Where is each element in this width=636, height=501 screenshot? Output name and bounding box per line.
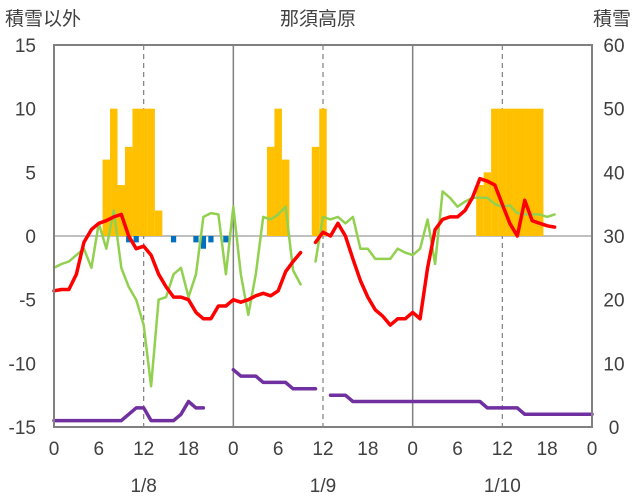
temperature-line [313, 176, 557, 327]
snow-depth-line [52, 399, 206, 423]
x-tick-label: 0 [49, 439, 60, 460]
x-tick-label: 18 [178, 439, 199, 460]
precipitation-bar [117, 185, 125, 236]
precipitation-bar [124, 146, 133, 236]
precipitation-bar [498, 108, 507, 236]
precipitation-bar [110, 108, 118, 236]
x-tick-label: 18 [537, 439, 558, 460]
wind-line [52, 205, 302, 388]
precipitation-bar [266, 146, 275, 236]
x-tick-label: 12 [312, 439, 333, 460]
left-tick-label: 10 [15, 100, 36, 121]
left-tick-label: 15 [15, 36, 36, 57]
temperature-line [52, 212, 303, 321]
plot-frame [53, 44, 593, 428]
right-tick-label: 50 [603, 100, 624, 121]
right-tick-label: 40 [603, 163, 624, 184]
x-tick-label: 18 [357, 439, 378, 460]
x-tick-label: 12 [133, 439, 154, 460]
left-tick-label: -15 [9, 418, 36, 439]
precipitation-bar [147, 108, 155, 236]
line-series [52, 176, 594, 423]
precipitation-bar [102, 159, 111, 236]
precipitation-bar [154, 210, 163, 236]
x-tick-label: 6 [452, 439, 463, 460]
sunshine-bar [208, 236, 214, 243]
right-tick-label: 10 [603, 354, 624, 375]
x-tick-label: 0 [587, 439, 598, 460]
left-axis-title: 積雪以外 [5, 8, 81, 30]
x-tick-label: 6 [94, 439, 105, 460]
precipitation-bar [506, 108, 514, 236]
right-tick-label: 60 [603, 36, 624, 57]
precipitation-bar [274, 108, 282, 236]
x-tick-label: 0 [407, 439, 418, 460]
precipitation-bar [311, 146, 320, 236]
right-tick-label: 0 [609, 418, 620, 439]
x-tick-label: 12 [492, 439, 513, 460]
precipitation-bar [535, 108, 544, 236]
day-label: 1/9 [310, 476, 336, 497]
left-tick-label: -5 [19, 291, 36, 312]
sunshine-bar [170, 236, 177, 243]
precipitation-bar [139, 108, 148, 236]
x-tick-label: 0 [228, 439, 239, 460]
right-tick-label: 20 [603, 291, 624, 312]
precipitation-bar [491, 108, 499, 236]
left-tick-label: 0 [25, 227, 36, 248]
day-label: 1/8 [130, 476, 156, 497]
precipitation-bar [281, 159, 290, 236]
sunshine-bar [223, 236, 229, 243]
precipitation-bar [483, 172, 492, 236]
sunshine-bar [133, 236, 139, 243]
sunshine-bar [193, 236, 199, 243]
precipitation-bar [521, 108, 529, 236]
right-tick-label: 30 [603, 227, 624, 248]
bar-series [102, 108, 544, 249]
wind-line [314, 190, 556, 266]
chart-title: 那須高原 [280, 8, 356, 30]
sunshine-bar [200, 236, 207, 249]
precipitation-bar [476, 185, 484, 236]
precipitation-bar [319, 108, 327, 236]
precipitation-bar [513, 108, 522, 236]
snow-depth-line [328, 393, 594, 417]
x-tick-label: 6 [273, 439, 284, 460]
snow-depth-line [231, 367, 318, 391]
right-axis-title: 積雪 [593, 8, 631, 30]
left-tick-label: 5 [25, 163, 36, 184]
day-label: 1/10 [484, 476, 521, 497]
left-tick-label: -10 [9, 354, 36, 375]
precipitation-bar [528, 108, 536, 236]
precipitation-bar [132, 108, 140, 236]
